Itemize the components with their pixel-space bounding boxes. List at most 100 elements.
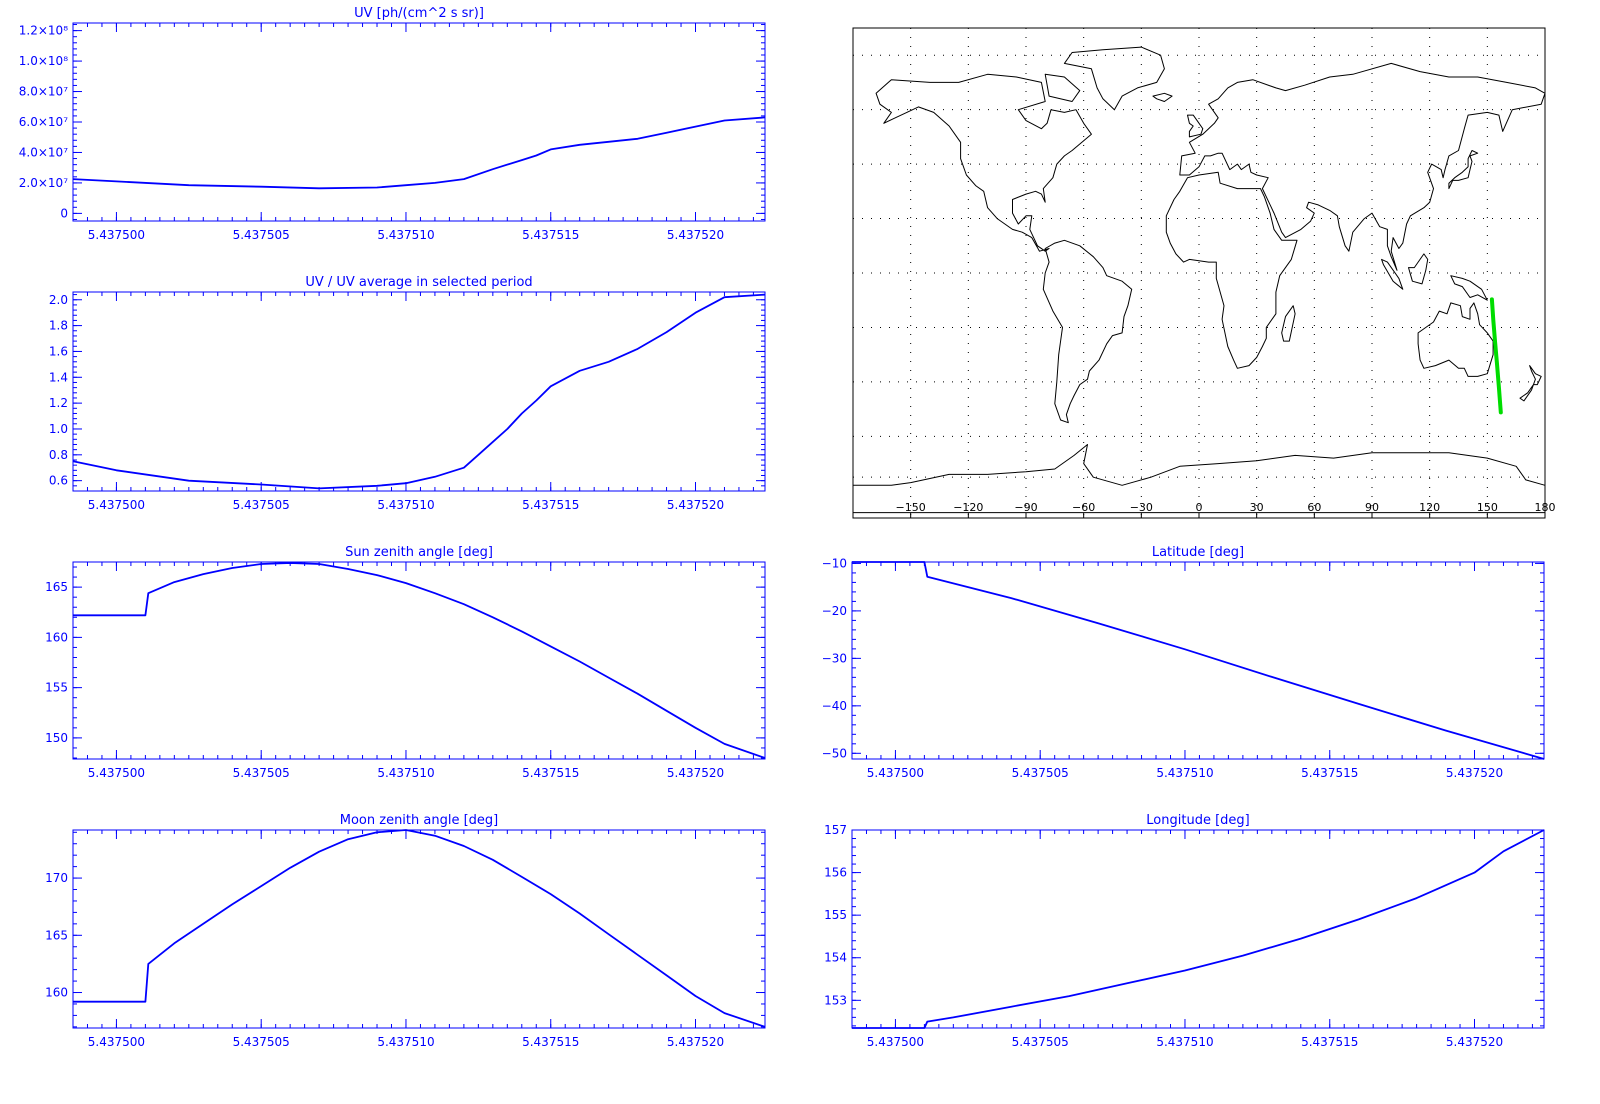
plot-frame [851,829,1545,1029]
chart-title: Longitude [deg] [1146,813,1249,828]
plot-frame [72,22,766,222]
x-tick-label: 5.437510 [1156,1035,1213,1049]
map-x-tick-label: 30 [1250,501,1264,514]
landmass-africa [1165,171,1298,369]
y-tick-label: 0 [60,206,68,220]
x-tick-label: 5.437505 [1012,766,1069,780]
landmass-eurasia [1179,62,1546,271]
map-x-tick-label: −30 [1130,501,1153,514]
y-tick-label: 157 [824,823,847,837]
landmass-new-guinea [1450,275,1488,301]
x-tick-label: 5.437500 [88,766,145,780]
y-tick-label: 1.2 [49,396,68,410]
x-tick-label: 5.437520 [667,228,724,242]
chart-title: UV / UV average in selected period [305,275,532,290]
x-tick-label: 5.437515 [522,766,579,780]
x-tick-label: 5.437510 [377,1035,434,1049]
y-tick-label: −20 [822,604,847,618]
map-x-tick-label: 120 [1419,501,1440,514]
x-tick-label: 5.437515 [1301,1035,1358,1049]
map-x-tick-label: 60 [1307,501,1321,514]
x-tick-label: 5.437510 [377,228,434,242]
chart-uv: UV [ph/(cm^2 s sr)] 5.437500 5.437505 5.437… [19,6,766,242]
y-tick-label: 1.6 [49,344,68,358]
y-tick-label: 165 [45,580,68,594]
landmass-south-america [1042,239,1133,424]
x-tick-label: 5.437505 [233,1035,290,1049]
landmass-north-america [875,73,1092,252]
y-tick-label: −30 [822,651,847,665]
series-line-sun_zenith [73,562,766,759]
series-line-moon_zenith [73,829,766,1028]
series-line-uv [72,116,766,190]
chart-title: UV [ph/(cm^2 s sr)] [354,6,484,21]
y-tick-label: 155 [824,908,847,922]
map-x-tick-label: 0 [1196,501,1203,514]
x-tick-label: 5.437520 [667,498,724,512]
y-tick-label: 1.8 [49,319,68,333]
x-tick-label: 5.437520 [667,766,724,780]
y-tick-label: 160 [45,630,68,644]
x-tick-label: 5.437515 [522,1035,579,1049]
landmass-baffin [1044,73,1081,102]
plot-frame [72,291,766,492]
x-tick-label: 5.437520 [1446,766,1503,780]
landmass-australia [1417,302,1494,377]
y-tick-label: 1.2×10⁸ [19,24,68,38]
y-tick-label: 1.0×10⁸ [19,54,68,68]
map-x-tick-label: −60 [1072,501,1095,514]
x-tick-label: 5.437505 [1012,1035,1069,1049]
landmass-new-zealand [1519,365,1542,402]
y-tick-label: 150 [45,731,68,745]
x-tick-label: 5.437510 [377,766,434,780]
chart-sun_zenith: Sun zenith angle [deg] 5.437500 5.437505 5.… [45,545,766,780]
chart-uv_ratio: UV / UV average in selected period 5.4375… [49,275,766,512]
map-frame [852,27,1546,519]
plot-frame [72,829,766,1029]
landmass-borneo [1408,253,1429,285]
landmass-sumatra [1381,258,1404,290]
plot-frame [851,561,1545,760]
plot-frame [72,561,766,760]
landmass-antarctica [852,444,1546,514]
x-tick-label: 5.437505 [233,228,290,242]
y-tick-label: 6.0×10⁷ [19,115,68,129]
x-tick-label: 5.437520 [1446,1035,1503,1049]
y-tick-label: 154 [824,951,847,965]
x-tick-label: 5.437510 [1156,766,1213,780]
map-x-tick-label: 150 [1477,501,1498,514]
map-x-tick-label: −120 [953,501,983,514]
x-tick-label: 5.437500 [88,228,145,242]
chart-title: Latitude [deg] [1152,545,1244,560]
landmass-iceland [1152,92,1173,102]
map-x-tick-label: 90 [1365,501,1379,514]
x-tick-label: 5.437510 [377,498,434,512]
y-tick-label: 2.0×10⁷ [19,176,68,190]
y-tick-label: 4.0×10⁷ [19,145,68,159]
x-tick-label: 5.437500 [867,1035,924,1049]
y-tick-label: 160 [45,986,68,1000]
x-tick-label: 5.437500 [88,498,145,512]
y-tick-label: −10 [822,556,847,570]
x-tick-label: 5.437500 [867,766,924,780]
landmass-great-britain [1187,114,1204,138]
y-tick-label: 1.0 [49,422,68,436]
y-tick-label: −40 [822,699,847,713]
y-tick-label: 165 [45,928,68,942]
landmass-greenland [1063,46,1165,111]
map-x-tick-label: −90 [1014,501,1037,514]
y-tick-label: 0.6 [49,474,68,488]
x-tick-label: 5.437515 [522,498,579,512]
y-tick-label: 170 [45,871,68,885]
x-tick-label: 5.437505 [233,766,290,780]
chart-latitude: Latitude [deg] 5.437500 5.437505 5.437510 5.… [822,545,1545,780]
series-line-longitude [852,829,1545,1029]
x-tick-label: 5.437515 [522,228,579,242]
chart-title: Moon zenith angle [deg] [340,813,498,828]
x-tick-label: 5.437500 [88,1035,145,1049]
y-tick-label: 0.8 [49,448,68,462]
map-x-tick-label: −150 [896,501,926,514]
y-tick-label: 155 [45,681,68,695]
